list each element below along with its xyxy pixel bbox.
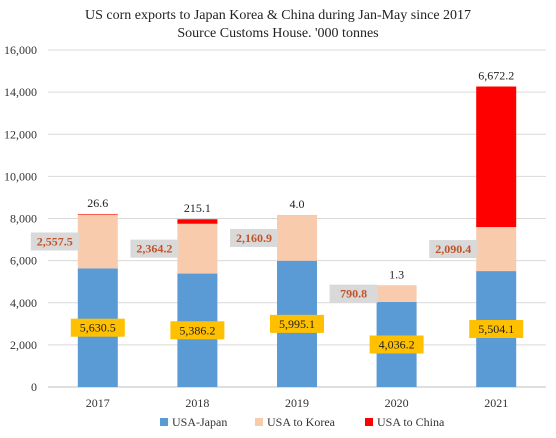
- x-tick-label: 2018: [185, 396, 209, 410]
- data-label: 1.3: [389, 267, 404, 281]
- y-tick-label: 14,000: [4, 85, 37, 99]
- chart-subtitle: Source Customs House. '000 tonnes: [177, 26, 378, 41]
- data-label: 4,036.2: [379, 337, 415, 351]
- data-label-box: [270, 314, 324, 333]
- data-label: 5,504.1: [478, 322, 514, 336]
- data-label: 790.8: [340, 287, 367, 301]
- bar-segment: [476, 227, 517, 272]
- legend-label: USA to China: [377, 415, 445, 429]
- x-tick-label: 2019: [285, 396, 309, 410]
- y-tick-label: 8,000: [10, 212, 37, 226]
- legend-swatch: [365, 418, 373, 426]
- y-tick-label: 10,000: [4, 169, 37, 183]
- x-axis: 2017 2018 2019 2020 2021: [86, 396, 508, 410]
- legend-swatch: [255, 418, 263, 426]
- bar-segment: [177, 219, 218, 224]
- data-label: 2,557.5: [37, 234, 73, 248]
- bar-segment: [77, 214, 118, 269]
- data-label: 2,160.9: [236, 231, 272, 245]
- bars: [77, 86, 517, 387]
- data-label: 26.6: [87, 196, 108, 210]
- bar-segment: [376, 285, 417, 302]
- data-label: 5,386.2: [179, 323, 215, 337]
- y-tick-label: 4,000: [10, 296, 37, 310]
- data-label: 2,090.4: [435, 242, 471, 256]
- legend-label: USA to Korea: [267, 415, 336, 429]
- data-label-box: [469, 320, 524, 339]
- data-label-box: [230, 228, 278, 247]
- y-tick-label: 16,000: [4, 43, 37, 57]
- data-labels: 5,630.5 2,557.5 26.6 5,386.2 2,364.2 215.1 5,9…: [30, 69, 524, 354]
- y-tick-label: 6,000: [10, 254, 37, 268]
- data-label: 4.0: [290, 197, 305, 211]
- legend-label: USA-Japan: [172, 415, 227, 429]
- data-label: 6,672.2: [478, 69, 514, 83]
- data-label: 215.1: [184, 201, 211, 215]
- y-tick-label: 0: [31, 380, 37, 394]
- data-label-box: [70, 318, 125, 337]
- data-label-box: [369, 335, 424, 354]
- bar-segment: [476, 86, 517, 228]
- data-label: 5,995.1: [279, 317, 315, 331]
- data-label-box: [30, 232, 79, 251]
- y-axis: 0 2,000 4,000 6,000 8,000 10,000 12,000 14,000 1…: [4, 43, 37, 394]
- data-label-box: [329, 284, 378, 303]
- chart-title: US corn exports to Japan Korea & China d…: [85, 8, 471, 23]
- legend: USA-Japan USA to Korea USA to China: [160, 415, 445, 429]
- data-label-box: [429, 240, 478, 259]
- data-label: 5,630.5: [80, 321, 116, 335]
- data-label-box: [170, 321, 225, 340]
- bar-segment: [177, 223, 218, 274]
- y-tick-label: 12,000: [4, 127, 37, 141]
- x-tick-label: 2017: [86, 396, 110, 410]
- legend-swatch: [160, 418, 168, 426]
- data-label-box: [130, 239, 179, 258]
- x-tick-label: 2021: [484, 396, 508, 410]
- x-tick-label: 2020: [385, 396, 409, 410]
- bar-segment: [277, 215, 317, 261]
- data-label: 2,364.2: [136, 242, 172, 256]
- bar-segment: [77, 213, 118, 215]
- y-tick-label: 2,000: [10, 338, 37, 352]
